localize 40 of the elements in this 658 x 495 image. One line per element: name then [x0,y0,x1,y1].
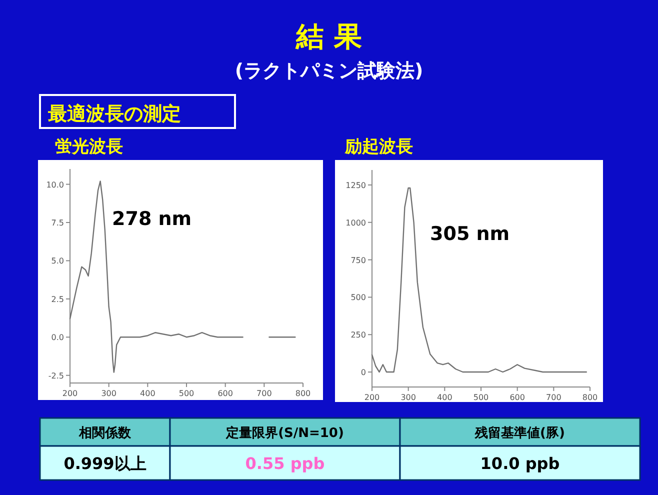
chart-title: 励起波長 [344,137,413,157]
y-tick-label: 0 [360,368,366,378]
x-tick-label: 700 [546,393,562,402]
x-tick-label: 400 [140,389,156,398]
text: 相関係数 [78,426,132,441]
x-tick-label: 300 [101,389,116,398]
y-tick-label: -2.5 [48,371,64,380]
text: (ラクトパミン試験法) [234,60,424,82]
y-tick-label: 1250 [346,180,366,190]
x-tick-label: 500 [473,393,489,402]
text: 0.999以上 [64,454,146,473]
x-tick-label: 600 [510,393,525,402]
y-tick-label: 10.0 [46,180,64,190]
annotation: 305 nm [430,223,510,245]
text: 定量限界(S/N=10) [225,425,344,441]
y-tick-label: 7.5 [51,218,64,228]
text: 最適波長の測定 [47,103,181,125]
y-tick-label: 250 [350,330,366,340]
x-tick-label: 800 [295,389,311,398]
line-series [371,187,587,373]
text: 残留基準値(豚) [474,426,565,441]
x-tick-label: 200 [364,393,380,402]
text: 結 果 [295,20,362,53]
x-tick-label: 200 [62,389,78,398]
y-tick-label: 500 [350,293,366,302]
text: 10.0 ppb [480,454,560,473]
text: 0.55 ppb [245,454,325,473]
annotation: 278 nm [112,208,192,230]
y-tick-label: 2.5 [51,294,64,304]
y-tick-label: 750 [350,256,366,265]
y-tick-label: 5.0 [51,256,64,266]
chart-title: 蛍光波長 [55,137,123,157]
x-tick-label: 400 [437,393,452,402]
y-tick-label: 1000 [346,218,366,228]
x-tick-label: 700 [256,389,272,398]
x-tick-label: 800 [582,393,598,402]
x-tick-label: 300 [400,393,416,402]
y-tick-label: 0.0 [51,333,64,342]
x-tick-label: 600 [218,389,233,398]
x-tick-label: 500 [178,389,194,398]
